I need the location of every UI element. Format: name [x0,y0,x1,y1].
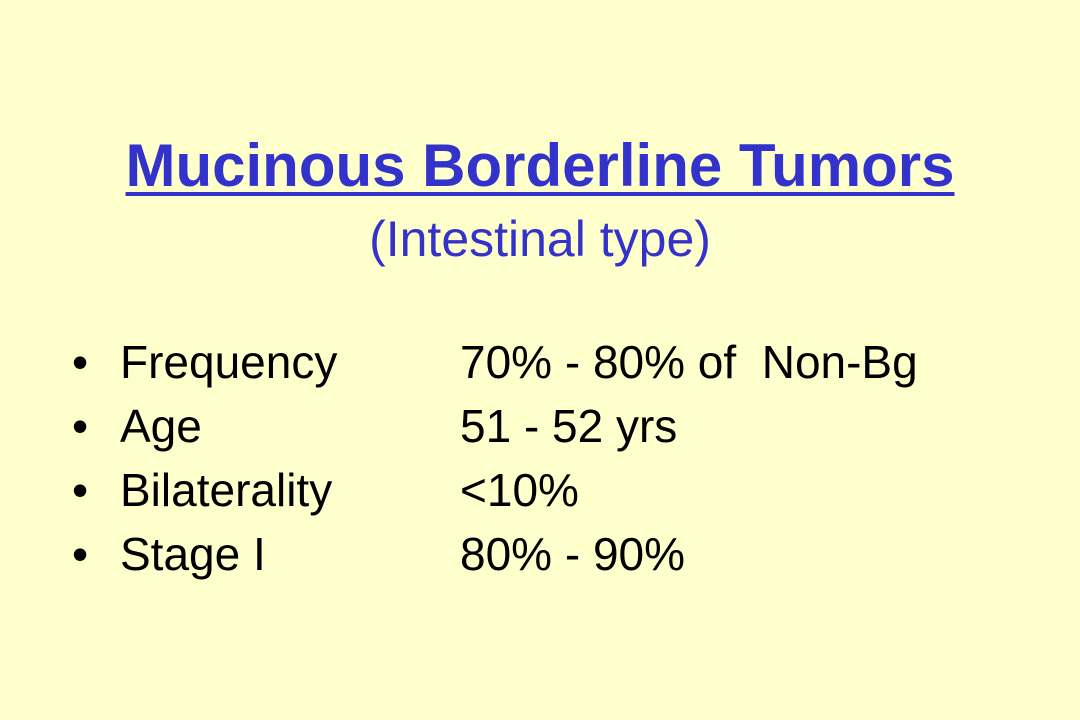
bullet-icon: • [72,528,89,580]
item-label: Stage I [120,528,266,580]
bullet-list: • Frequency 70% - 80% of Non-Bg • Age 51… [72,330,918,586]
item-value: 80% - 90% [460,528,686,580]
bullet-icon: • [72,336,89,388]
list-item-stage: • Stage I 80% - 90% [72,522,918,586]
list-item-bilaterality: • Bilaterality <10% [72,458,918,522]
list-item-frequency: • Frequency 70% - 80% of Non-Bg [72,330,918,394]
slide-title: Mucinous Borderline Tumors [125,132,955,199]
item-label: Frequency [120,336,338,388]
item-label: Age [120,400,202,452]
slide-subtitle: (Intestinal type) [369,211,711,267]
item-value: <10% [460,464,579,516]
item-value: 51 - 52 yrs [460,400,678,452]
bullet-icon: • [72,464,89,516]
bullet-icon: • [72,400,89,452]
item-value: 70% - 80% of Non-Bg [460,336,918,388]
list-item-age: • Age 51 - 52 yrs [72,394,918,458]
item-label: Bilaterality [120,464,333,516]
